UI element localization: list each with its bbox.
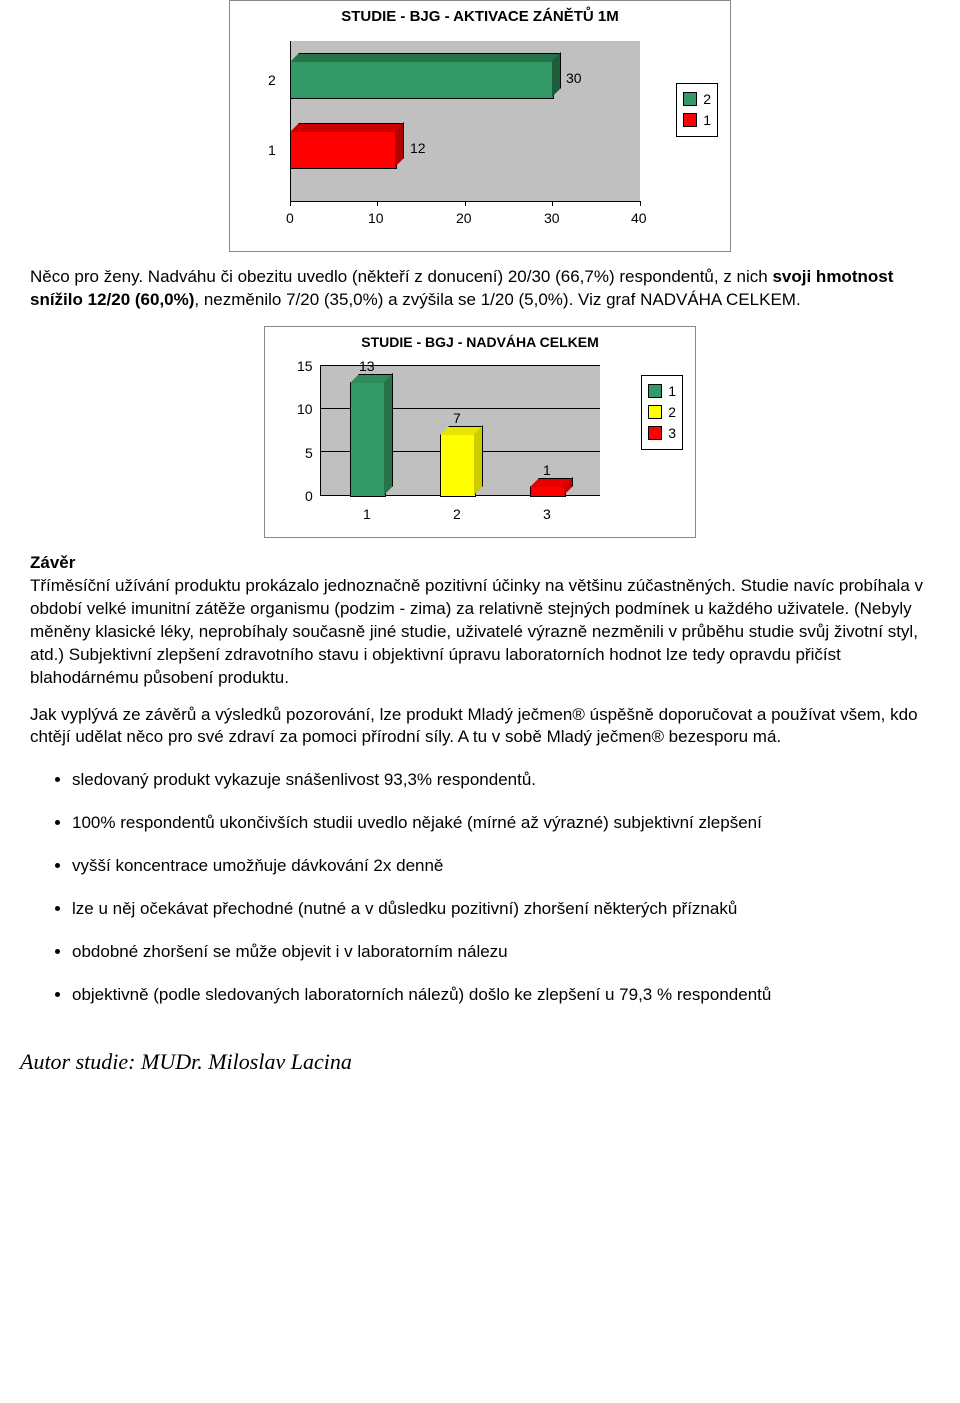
p1-part-a: Něco pro ženy. Nadváhu či obezitu uvedlo… <box>30 267 772 286</box>
chart2-xtick-2: 2 <box>453 505 461 524</box>
chart2-bar-1-side <box>384 373 393 495</box>
chart1-legend-label-2: 2 <box>703 90 711 109</box>
chart2-legend-label-1: 1 <box>668 382 676 401</box>
chart1-legend-swatch-2 <box>683 92 697 106</box>
chart2-xtick-3: 3 <box>543 505 551 524</box>
bullet-6: objektivně (podle sledovaných laboratorn… <box>72 984 930 1007</box>
bullet-2: 100% respondentů ukončivších studii uved… <box>72 812 930 835</box>
chart2-bar-2 <box>440 434 476 497</box>
chart1-xtick-40: 40 <box>631 209 647 228</box>
chart2-legend-label-3: 3 <box>668 424 676 443</box>
bullet-5: obdobné zhoršení se může objevit i v lab… <box>72 941 930 964</box>
chart2-ytick-0: 0 <box>305 487 313 506</box>
chart1-value-1: 12 <box>410 139 426 158</box>
chart2-value-2: 7 <box>453 409 461 428</box>
chart2-legend-swatch-3 <box>648 426 662 440</box>
conclusion-p1: Tříměsíční užívání produktu prokázalo je… <box>30 576 923 687</box>
chart1: STUDIE - BJG - AKTIVACE ZÁNĚTŮ 1M 30 12 <box>229 0 731 252</box>
chart1-ytick-1: 1 <box>268 141 276 160</box>
chart1-xtick-20: 20 <box>456 209 472 228</box>
chart1-ytick-2: 2 <box>268 71 276 90</box>
chart2-ytick-5: 5 <box>305 444 313 463</box>
chart2-bar-1 <box>350 382 386 497</box>
bullet-1: sledovaný produkt vykazuje snášenlivost … <box>72 769 930 792</box>
chart1-bar-2 <box>290 61 554 99</box>
chart2-legend-item-3: 3 <box>648 424 676 443</box>
chart2-legend-swatch-1 <box>648 384 662 398</box>
chart1-xtick-30: 30 <box>544 209 560 228</box>
chart2-ytick-10: 10 <box>297 400 313 419</box>
chart2-legend-swatch-2 <box>648 405 662 419</box>
chart2-wrap: STUDIE - BGJ - NADVÁHA CELKEM 13 7 <box>30 326 930 538</box>
chart2-title: STUDIE - BGJ - NADVÁHA CELKEM <box>265 333 695 352</box>
chart1-bar-2-top <box>290 53 561 62</box>
chart1-legend: 2 1 <box>676 83 718 137</box>
conclusion-block: Závěr Tříměsíční užívání produktu prokáz… <box>30 552 930 690</box>
bullet-3: vyšší koncentrace umožňuje dávkování 2x … <box>72 855 930 878</box>
chart1-legend-label-1: 1 <box>703 111 711 130</box>
paragraph-neco-pro-zeny: Něco pro ženy. Nadváhu či obezitu uvedlo… <box>30 266 930 312</box>
chart1-legend-item-1: 1 <box>683 111 711 130</box>
chart1-xtick-10: 10 <box>368 209 384 228</box>
chart2-legend-label-2: 2 <box>668 403 676 422</box>
chart1-legend-swatch-1 <box>683 113 697 127</box>
conclusion-bullets: sledovaný produkt vykazuje snášenlivost … <box>30 769 930 1007</box>
chart2-bar-2-side <box>474 425 483 495</box>
chart1-legend-item-2: 2 <box>683 90 711 109</box>
conclusion-heading: Závěr <box>30 553 75 572</box>
chart2-ytick-15: 15 <box>297 357 313 376</box>
chart2-legend-item-2: 2 <box>648 403 676 422</box>
chart1-title: STUDIE - BJG - AKTIVACE ZÁNĚTŮ 1M <box>230 7 730 27</box>
chart2-legend: 1 2 3 <box>641 375 683 450</box>
conclusion-p2: Jak vyplývá ze závěrů a výsledků pozorov… <box>30 704 930 750</box>
chart2-bar-3 <box>530 486 566 497</box>
chart2-value-3: 1 <box>543 461 551 480</box>
bullet-4: lze u něj očekávat přechodné (nutné a v … <box>72 898 930 921</box>
chart2: STUDIE - BGJ - NADVÁHA CELKEM 13 7 <box>264 326 696 538</box>
chart1-wrap: STUDIE - BJG - AKTIVACE ZÁNĚTŮ 1M 30 12 <box>30 0 930 252</box>
chart2-yaxis <box>320 365 321 495</box>
chart2-xtick-1: 1 <box>363 505 371 524</box>
chart1-value-2: 30 <box>566 69 582 88</box>
chart1-bar-1 <box>290 131 397 169</box>
chart1-bar-1-top <box>290 123 404 132</box>
p1-part-c: , nezměnilo 7/20 (35,0%) a zvýšila se 1/… <box>194 290 800 309</box>
chart2-value-1: 13 <box>359 357 375 376</box>
chart1-xtick-0: 0 <box>286 209 294 228</box>
author-line: Autor studie: MUDr. Miloslav Lacina <box>20 1047 930 1077</box>
chart2-legend-item-1: 1 <box>648 382 676 401</box>
